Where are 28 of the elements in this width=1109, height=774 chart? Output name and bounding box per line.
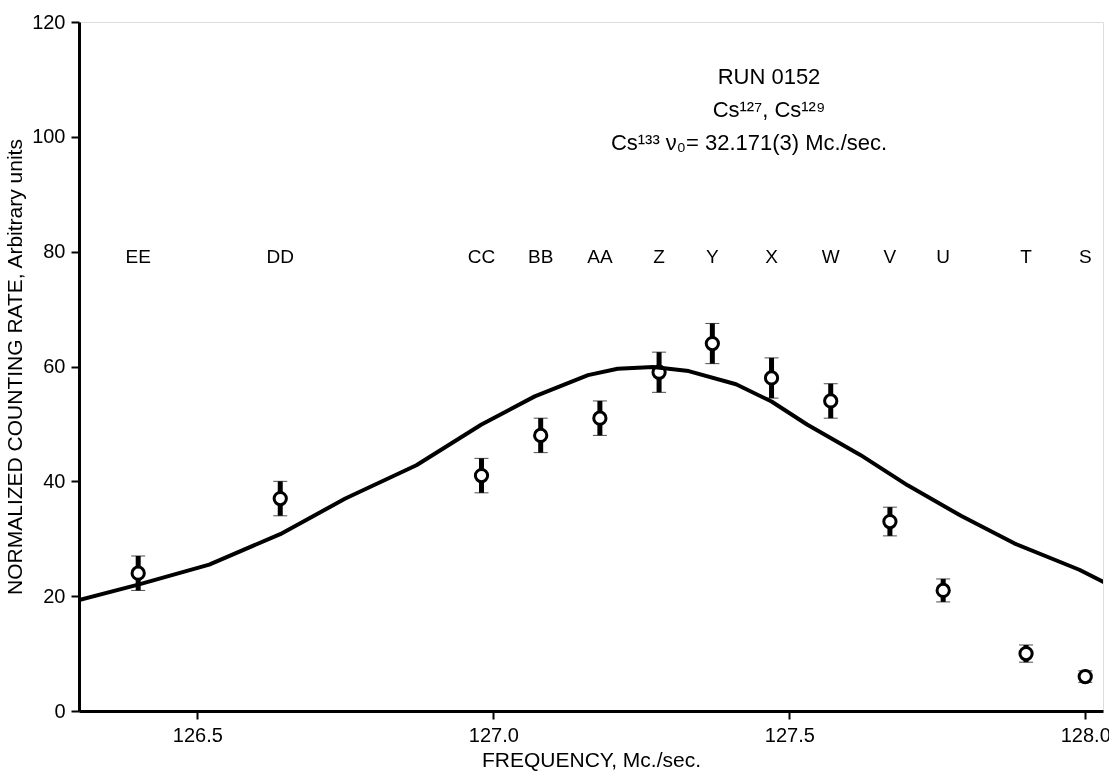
annotation: Z — [653, 246, 666, 267]
x-tick-label: 126.5 — [172, 723, 223, 746]
y-tick-label: 40 — [43, 469, 66, 492]
annotation: BB — [528, 246, 554, 267]
y-tick-label: 20 — [43, 584, 66, 607]
y-axis-title: NORMALIZED COUNTING RATE, Arbitrary units — [3, 139, 27, 595]
annotation: X — [765, 246, 779, 267]
annotation: V — [883, 246, 897, 267]
annotation: AA — [587, 246, 613, 267]
annotation: EE — [125, 246, 151, 267]
y-tick-label: 60 — [43, 355, 66, 377]
x-tick-label: 127.0 — [468, 723, 519, 746]
annotation: CC — [467, 246, 496, 267]
x-tick-label: 127.5 — [764, 723, 815, 746]
annotation: RUN 0152 — [717, 64, 821, 89]
annotation: U — [936, 246, 951, 267]
y-tick-label: 120 — [32, 10, 66, 33]
y-tick-label: 100 — [32, 125, 66, 148]
annotation: Y — [706, 246, 719, 267]
x-axis-title: FREQUENCY, Mc./sec. — [482, 747, 701, 771]
y-tick-label: 0 — [54, 699, 66, 722]
y-tick-label: 80 — [43, 240, 66, 263]
annotation: S — [1078, 246, 1092, 267]
annotation: DD — [266, 246, 294, 267]
annotation: T — [1020, 246, 1033, 267]
annotation: Cs¹³³ ν₀= 32.171(3) Mc./sec. — [610, 130, 888, 155]
annotation: Cs¹²⁷, Cs¹²⁹ — [712, 97, 826, 122]
annotation: W — [821, 246, 840, 267]
